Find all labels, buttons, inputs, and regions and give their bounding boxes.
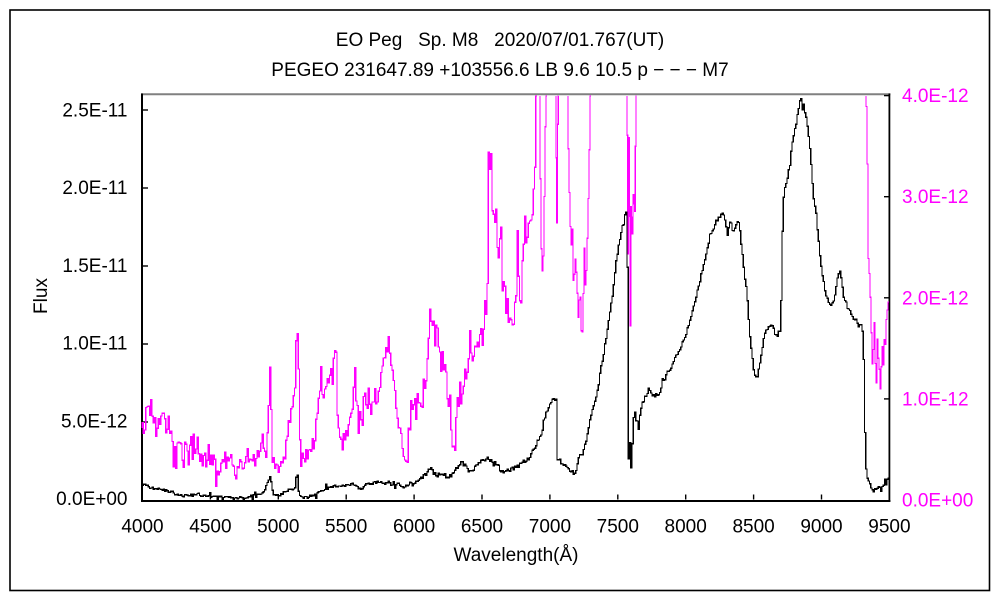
svg-text:Flux: Flux — [31, 278, 52, 314]
svg-text:5.0E-12: 5.0E-12 — [61, 411, 128, 432]
svg-text:4500: 4500 — [189, 517, 231, 538]
svg-text:2.0E-11: 2.0E-11 — [62, 178, 127, 199]
svg-text:EO Peg Sp. M8 2020/07/01.7: EO Peg Sp. M8 2020/07/01.767(UT) — [336, 30, 664, 51]
svg-text:9000: 9000 — [800, 517, 842, 538]
svg-text:PEGEO 231647.89 +103556.6 LB 9: PEGEO 231647.89 +103556.6 LB 9.6 10.5 p … — [271, 60, 728, 81]
svg-text:6000: 6000 — [393, 517, 435, 538]
svg-text:0.0E+00: 0.0E+00 — [902, 491, 973, 512]
svg-text:1.0E-11: 1.0E-11 — [62, 334, 127, 355]
svg-text:4000: 4000 — [121, 517, 163, 538]
svg-text:3.0E-12: 3.0E-12 — [902, 187, 969, 208]
svg-text:2.5E-11: 2.5E-11 — [62, 101, 127, 122]
svg-text:7000: 7000 — [529, 517, 571, 538]
svg-text:8500: 8500 — [732, 517, 774, 538]
svg-text:4.0E-12: 4.0E-12 — [902, 86, 969, 107]
svg-text:0.0E+00: 0.0E+00 — [56, 489, 127, 510]
svg-text:5500: 5500 — [325, 517, 367, 538]
svg-text:6500: 6500 — [461, 517, 503, 538]
svg-text:Wavelength(Å): Wavelength(Å) — [454, 545, 579, 566]
svg-text:7500: 7500 — [597, 517, 639, 538]
svg-text:1.0E-12: 1.0E-12 — [902, 389, 969, 410]
svg-text:1.5E-11: 1.5E-11 — [62, 256, 127, 277]
svg-text:2.0E-12: 2.0E-12 — [902, 288, 969, 309]
svg-text:5000: 5000 — [257, 517, 299, 538]
svg-text:9500: 9500 — [868, 517, 910, 538]
svg-text:8000: 8000 — [665, 517, 707, 538]
